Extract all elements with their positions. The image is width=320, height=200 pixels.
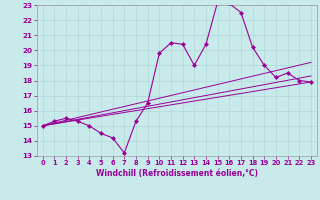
X-axis label: Windchill (Refroidissement éolien,°C): Windchill (Refroidissement éolien,°C) (96, 169, 258, 178)
